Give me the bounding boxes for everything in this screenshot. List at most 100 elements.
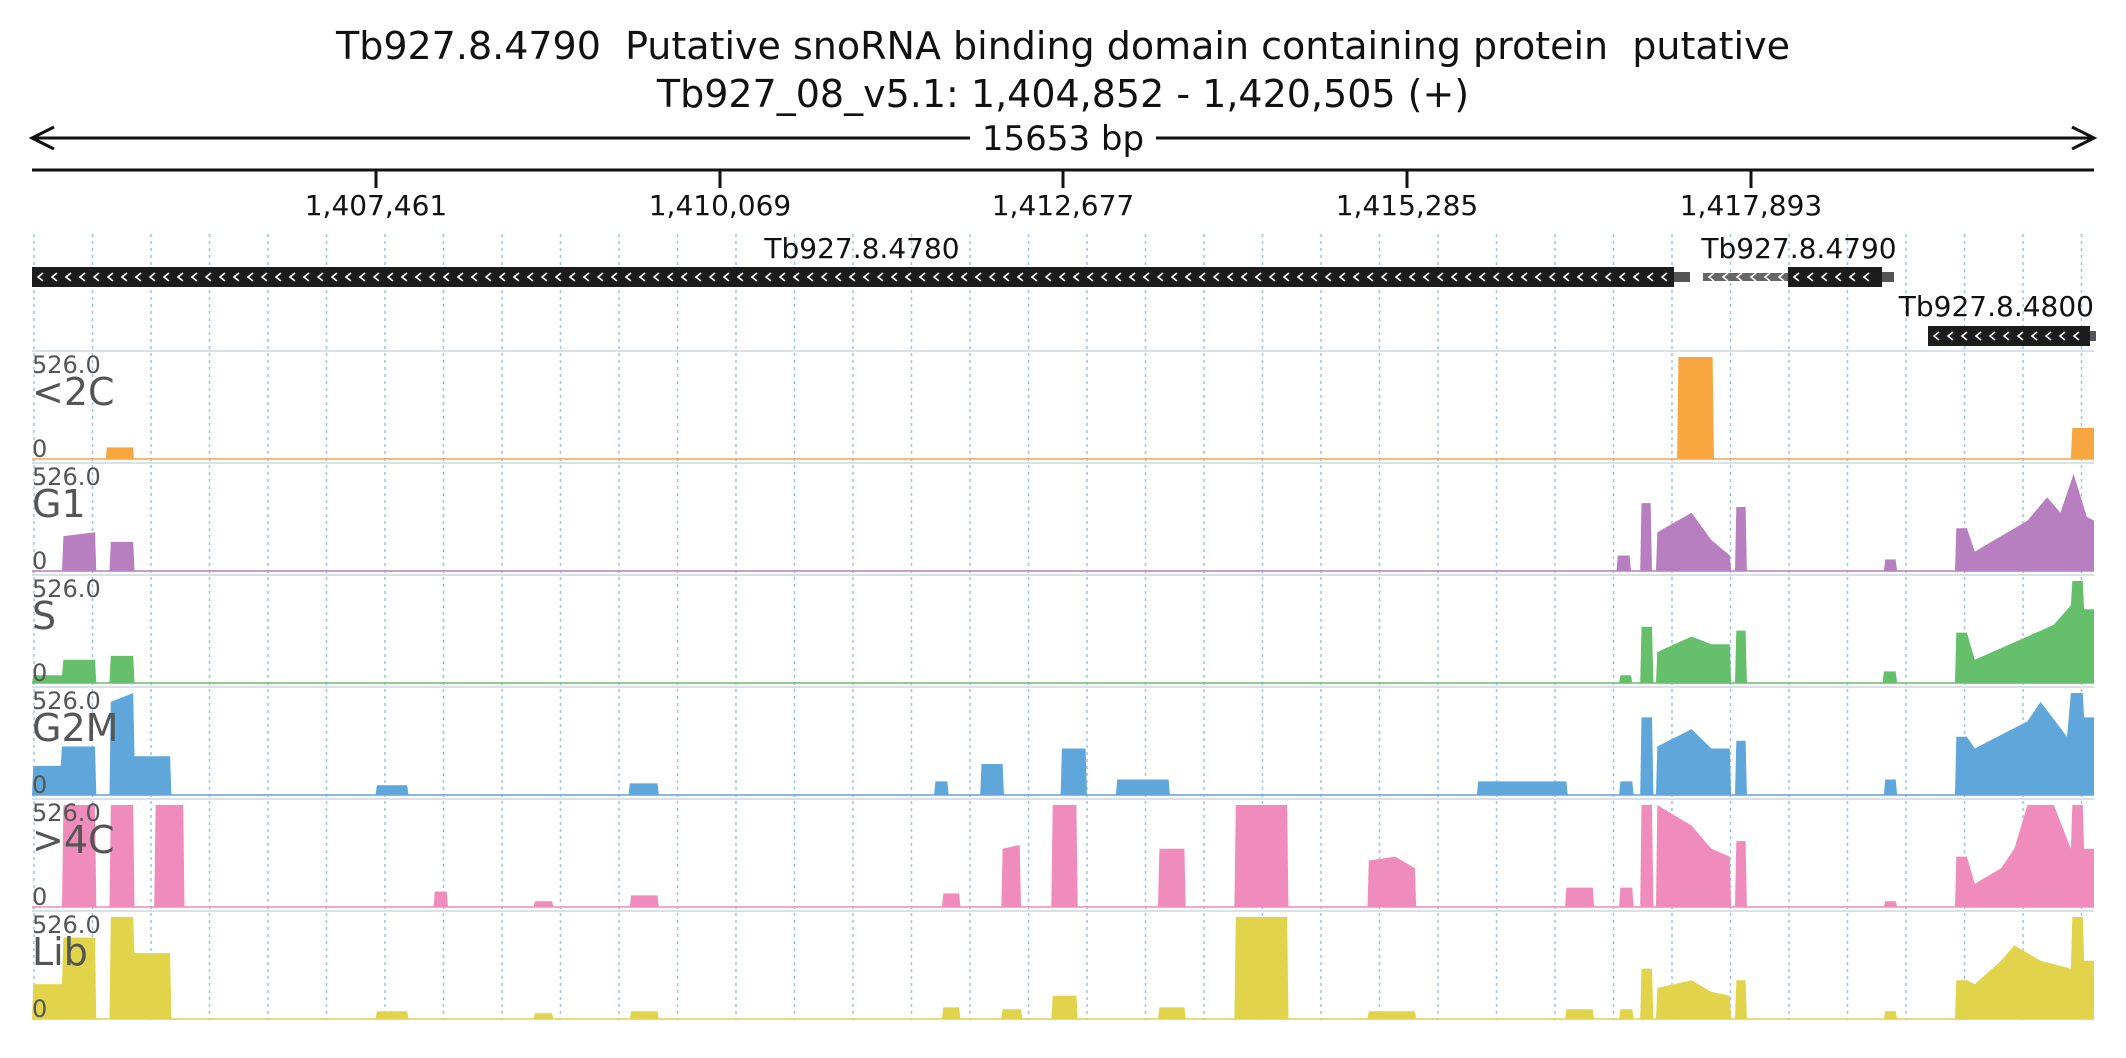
- track-name: >4C: [32, 818, 115, 862]
- coverage-area: [62, 805, 2094, 907]
- strand-chevron-icon: [1156, 272, 1164, 282]
- coverage-area: [32, 693, 2094, 795]
- strand-chevron-icon: [78, 272, 86, 282]
- strand-chevron-icon: [302, 272, 310, 282]
- strand-chevron-icon: [1436, 272, 1444, 282]
- strand-chevron-icon: [1114, 272, 1122, 282]
- strand-chevron-icon: [1520, 272, 1528, 282]
- strand-chevron-icon: [1366, 272, 1374, 282]
- strand-chevron-icon: [2058, 331, 2066, 341]
- strand-chevron-icon: [1590, 272, 1598, 282]
- strand-chevron-icon: [1268, 272, 1276, 282]
- strand-chevron-icon: [1450, 272, 1458, 282]
- strand-chevron-icon: [946, 272, 954, 282]
- strand-chevron-icon: [288, 272, 296, 282]
- coverage-area: [32, 581, 2094, 683]
- strand-chevron-icon: [2002, 331, 2010, 341]
- strand-chevron-icon: [526, 272, 534, 282]
- strand-chevron-icon: [778, 272, 786, 282]
- gene-feature[interactable]: [2090, 331, 2096, 341]
- strand-chevron-icon: [680, 272, 688, 282]
- strand-chevron-icon: [36, 272, 44, 282]
- gene-feature[interactable]: [1674, 272, 1690, 282]
- strand-chevron-icon: [820, 272, 828, 282]
- strand-chevron-icon: [1128, 272, 1136, 282]
- axis-tick-label: 1,407,461: [305, 189, 448, 222]
- track-max-label: 526.0: [32, 575, 101, 603]
- strand-chevron-icon: [176, 272, 184, 282]
- strand-chevron-icon: [1646, 272, 1654, 282]
- strand-chevron-icon: [1198, 272, 1206, 282]
- strand-chevron-icon: [344, 272, 352, 282]
- strand-chevron-icon: [372, 272, 380, 282]
- gene-label[interactable]: Tb927.8.4780: [763, 232, 959, 265]
- strand-chevron-icon: [1086, 272, 1094, 282]
- gene-label[interactable]: Tb927.8.4790: [1700, 232, 1896, 265]
- strand-chevron-icon: [1324, 272, 1332, 282]
- track-min-label: 0: [32, 771, 47, 799]
- strand-chevron-icon: [1974, 331, 1982, 341]
- axis-tick-label: 1,412,677: [992, 189, 1135, 222]
- strand-chevron-icon: [1058, 272, 1066, 282]
- track-max-label: 526.0: [32, 799, 101, 827]
- track-max-label: 526.0: [32, 351, 101, 379]
- strand-chevron-icon: [1100, 272, 1108, 282]
- strand-chevron-icon: [1749, 272, 1757, 282]
- strand-chevron-icon: [1806, 272, 1814, 282]
- strand-chevron-icon: [1548, 272, 1556, 282]
- strand-chevron-icon: [1394, 272, 1402, 282]
- strand-chevron-icon: [1777, 272, 1785, 282]
- strand-chevron-icon: [988, 272, 996, 282]
- strand-chevron-icon: [498, 272, 506, 282]
- strand-chevron-icon: [610, 272, 618, 282]
- strand-chevron-icon: [806, 272, 814, 282]
- strand-chevron-icon: [568, 272, 576, 282]
- strand-chevron-icon: [974, 272, 982, 282]
- strand-chevron-icon: [400, 272, 408, 282]
- strand-chevron-icon: [1632, 272, 1640, 282]
- strand-chevron-icon: [736, 272, 744, 282]
- strand-chevron-icon: [218, 272, 226, 282]
- strand-chevron-icon: [1763, 272, 1771, 282]
- strand-chevron-icon: [1310, 272, 1318, 282]
- track-name: <2C: [32, 370, 115, 414]
- strand-chevron-icon: [708, 272, 716, 282]
- strand-chevron-icon: [750, 272, 758, 282]
- strand-chevron-icon: [1946, 331, 1954, 341]
- strand-chevron-icon: [1254, 272, 1262, 282]
- track-min-label: 0: [32, 995, 47, 1023]
- track-min-label: 0: [32, 883, 47, 911]
- strand-chevron-icon: [120, 272, 128, 282]
- span-ruler: 15653 bp: [28, 119, 2098, 159]
- track-name: S: [32, 594, 56, 638]
- strand-chevron-icon: [1464, 272, 1472, 282]
- gene-feature[interactable]: [1703, 273, 1788, 281]
- gene-feature[interactable]: [32, 267, 1674, 287]
- span-label: 15653 bp: [982, 119, 1144, 159]
- track-min-label: 0: [32, 435, 47, 463]
- strand-chevron-icon: [1352, 272, 1360, 282]
- strand-chevron-icon: [1707, 272, 1715, 282]
- track-min-label: 0: [32, 659, 47, 687]
- strand-chevron-icon: [638, 272, 646, 282]
- strand-chevron-icon: [918, 272, 926, 282]
- strand-chevron-icon: [232, 272, 240, 282]
- track-min-label: 0: [32, 547, 47, 575]
- gene-feature[interactable]: [1928, 326, 2090, 346]
- gene-feature[interactable]: [1882, 272, 1894, 282]
- arrow-left-icon: [28, 125, 55, 151]
- strand-chevron-icon: [1820, 272, 1828, 282]
- strand-chevron-icon: [1735, 272, 1743, 282]
- strand-chevron-icon: [204, 272, 212, 282]
- strand-chevron-icon: [1506, 272, 1514, 282]
- strand-chevron-icon: [1030, 272, 1038, 282]
- strand-chevron-icon: [330, 272, 338, 282]
- strand-chevron-icon: [1534, 272, 1542, 282]
- strand-chevron-icon: [50, 272, 58, 282]
- gene-label[interactable]: Tb927.8.4800: [1898, 290, 2094, 323]
- strand-chevron-icon: [596, 272, 604, 282]
- strand-chevron-icon: [512, 272, 520, 282]
- strand-chevron-icon: [92, 272, 100, 282]
